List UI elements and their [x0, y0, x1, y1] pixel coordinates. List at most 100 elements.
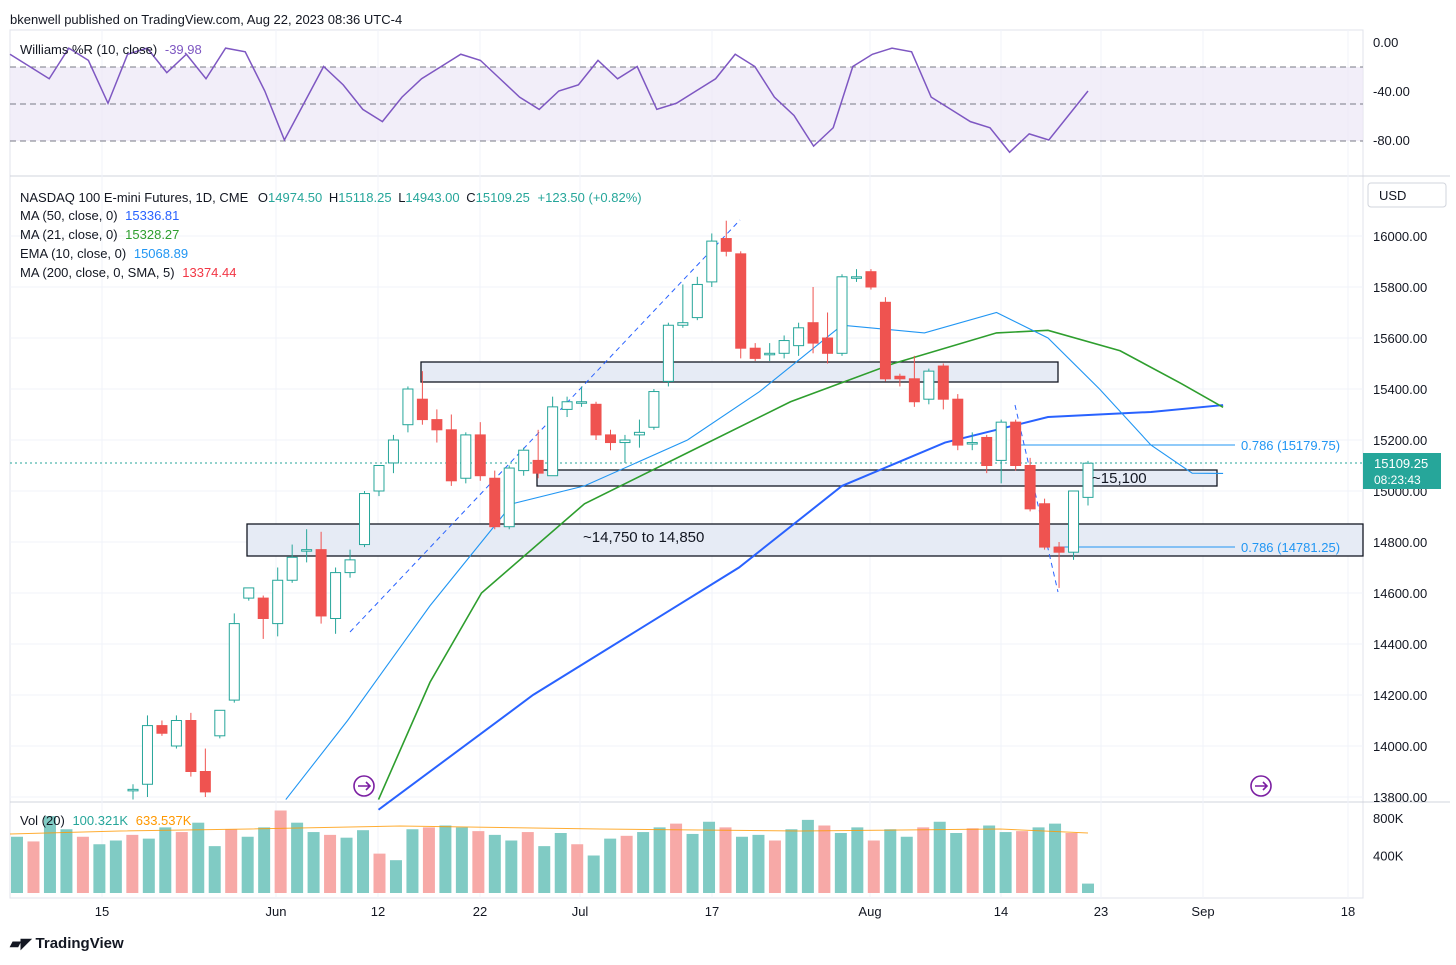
symbol-name: NASDAQ 100 E-mini Futures, 1D, CME	[20, 190, 249, 205]
candle-body	[547, 406, 559, 477]
volume-bar	[735, 836, 748, 893]
candle-body	[822, 337, 834, 354]
x-tick-label: 12	[371, 904, 385, 919]
candle	[330, 567, 342, 634]
ma21-legend[interactable]: MA (21, close, 0) 15328.27	[20, 227, 179, 242]
ma200-legend[interactable]: MA (200, close, 0, SMA, 5) 13374.44	[20, 265, 236, 280]
tradingview-logo[interactable]: ▰◤ TradingView	[10, 935, 124, 952]
candle	[576, 386, 588, 407]
volume-bar	[637, 832, 650, 893]
volume-bar	[505, 840, 518, 893]
price-tick-label: 16000.00	[1373, 229, 1427, 244]
volume-bar	[389, 860, 402, 893]
volume-bar	[142, 838, 155, 893]
price-tick-label: 14200.00	[1373, 688, 1427, 703]
williams-legend-value: -39.98	[164, 42, 202, 57]
candle-body	[1082, 462, 1094, 498]
candle	[691, 276, 703, 321]
event-marker-icon[interactable]	[353, 775, 375, 797]
event-marker-icon[interactable]	[1250, 775, 1272, 797]
volume-bar	[604, 838, 617, 893]
candle	[431, 409, 443, 443]
volume-bar	[818, 825, 831, 893]
volume-bar	[27, 841, 40, 893]
volume-bar	[933, 821, 946, 893]
resistance-zone[interactable]	[420, 361, 1059, 383]
candle-body	[879, 301, 891, 380]
candle	[402, 386, 414, 433]
candle	[677, 284, 689, 328]
volume-bar	[291, 822, 304, 893]
candle-body	[590, 403, 602, 436]
x-tick-label: 22	[473, 904, 487, 919]
candle	[822, 312, 834, 364]
volume-bar	[192, 822, 205, 893]
low-label: L	[398, 190, 406, 205]
ma50-legend[interactable]: MA (50, close, 0) 15336.81	[20, 208, 179, 223]
volume-bar	[620, 835, 633, 893]
volume-bar	[1082, 883, 1094, 893]
volume-bar	[488, 834, 501, 893]
trend-line-down[interactable]	[1014, 404, 1059, 593]
volume-bar	[422, 827, 435, 893]
candles	[127, 220, 1094, 800]
support-zone-15100[interactable]	[536, 469, 1218, 487]
candle	[865, 269, 877, 290]
price-tick-label: 13800.00	[1373, 790, 1427, 805]
candle	[605, 429, 616, 451]
zone-mid-label: ~15,100	[1092, 470, 1147, 487]
candle	[590, 401, 602, 440]
candle	[518, 447, 530, 476]
fib-high-label: 0.786 (15179.75)	[1241, 438, 1340, 453]
candle	[937, 363, 949, 410]
currency-button[interactable]	[1367, 182, 1447, 208]
ma-line	[377, 329, 1224, 800]
ma50-value: 15336.81	[125, 208, 180, 223]
williams-legend-label: Williams %R (10, close)	[20, 42, 158, 57]
moving-averages	[285, 311, 1224, 811]
volume-bar	[686, 833, 699, 893]
volume-bar	[340, 837, 353, 893]
close-label: C	[466, 190, 476, 205]
trend-line-up[interactable]	[349, 219, 741, 633]
x-tick-label: Jul	[572, 904, 589, 919]
candle	[952, 394, 964, 451]
candle-body	[1039, 503, 1051, 548]
volume-bar	[76, 836, 89, 893]
volume-bar	[719, 827, 732, 893]
volume-value: 100.321K	[72, 813, 129, 828]
candle-body	[330, 572, 342, 619]
candle-body	[966, 442, 978, 445]
ema10-legend[interactable]: EMA (10, close, 0) 15068.89	[20, 246, 188, 261]
candle-body	[431, 419, 443, 431]
price-tick-label: 15400.00	[1373, 382, 1427, 397]
volume-bar	[521, 832, 534, 893]
volume-bar	[851, 827, 864, 893]
symbol-legend[interactable]: NASDAQ 100 E-mini Futures, 1D, CME O1497…	[20, 190, 642, 205]
ma200-value: 13374.44	[182, 265, 237, 280]
candle-body	[127, 788, 139, 792]
candle	[807, 287, 819, 354]
volume-bar	[208, 846, 221, 893]
price-tick-label: 15600.00	[1373, 331, 1427, 346]
support-zone-14750-14850[interactable]	[246, 523, 1364, 557]
volume-bar	[867, 840, 880, 893]
candle	[547, 396, 559, 477]
candle	[460, 432, 472, 484]
volume-axis: 800K 400K	[1373, 811, 1404, 864]
volume-bar	[983, 825, 996, 893]
candle	[257, 595, 269, 639]
candle-body	[257, 597, 269, 619]
candle-body	[272, 579, 284, 625]
volume-tick-label: 400K	[1373, 849, 1404, 864]
volume-legend[interactable]: Vol (20) 100.321K 633.537K	[20, 813, 191, 828]
candle-body	[474, 434, 486, 477]
candle	[850, 269, 862, 282]
volume-bar	[93, 844, 106, 893]
candle	[286, 544, 298, 583]
x-tick-label: 15	[95, 904, 109, 919]
candle	[1053, 542, 1065, 588]
candle-body	[923, 370, 935, 400]
candle-body	[576, 401, 588, 404]
